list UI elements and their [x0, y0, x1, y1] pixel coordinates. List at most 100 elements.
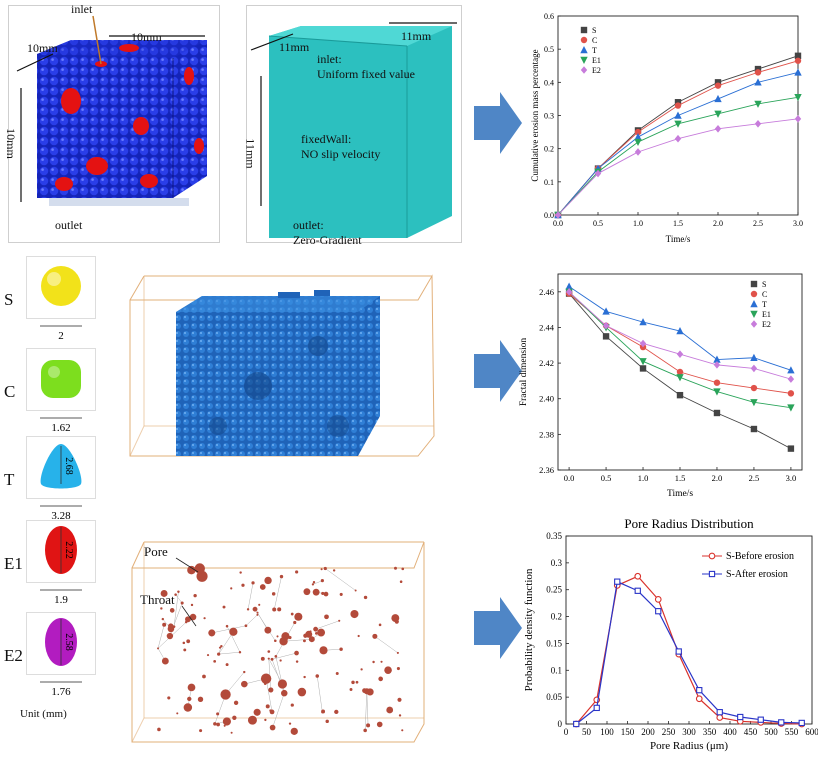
- pore-node: [232, 715, 237, 720]
- inlet-title: inlet:: [317, 52, 342, 66]
- pore-node: [176, 712, 179, 715]
- dim-z-label: 11mm: [401, 29, 432, 43]
- data-point: [714, 124, 722, 133]
- pore-node: [247, 715, 257, 725]
- pore-node: [396, 666, 400, 671]
- legend-label: S-Before erosion: [726, 551, 794, 562]
- pore-node: [161, 657, 169, 665]
- throat-link: [245, 614, 258, 626]
- legend-marker: [750, 320, 758, 328]
- pore-node: [324, 614, 329, 620]
- pore-node: [294, 612, 303, 621]
- data-point: [674, 134, 682, 143]
- pore-node: [313, 626, 319, 632]
- data-point: [573, 720, 580, 728]
- y-tick-label: 0.3: [551, 558, 563, 568]
- data-point: [713, 388, 721, 396]
- pore-node: [290, 703, 294, 707]
- data-point: [787, 375, 795, 383]
- data-point: [713, 379, 721, 386]
- dim-x-label: 10mm: [27, 41, 58, 55]
- pore-node: [183, 648, 187, 652]
- data-point: [634, 128, 642, 136]
- shape-highlight: [48, 366, 60, 378]
- pore-node: [277, 607, 282, 612]
- pore-node: [251, 581, 255, 585]
- outlet-label: outlet: [55, 218, 83, 232]
- pore-node: [303, 588, 311, 596]
- pore-node: [378, 676, 383, 682]
- pore-node: [334, 709, 339, 715]
- pore-node: [376, 721, 383, 728]
- pore-node: [187, 683, 196, 692]
- data-point: [634, 138, 642, 147]
- pore-node: [309, 630, 312, 633]
- pore-node: [290, 612, 294, 616]
- pore-node: [160, 590, 168, 597]
- pore-node: [166, 632, 174, 640]
- x-tick-label: 600: [805, 727, 818, 737]
- data-point: [634, 133, 642, 141]
- pore-node: [279, 659, 282, 662]
- pore-node: [363, 728, 367, 733]
- data-point: [654, 596, 662, 603]
- dim-line: [16, 53, 54, 72]
- x-tick-label: 350: [703, 727, 717, 737]
- dim-x-label: 11mm: [279, 40, 310, 54]
- pore-node: [267, 650, 271, 653]
- data-point: [737, 713, 744, 721]
- pore-node: [281, 632, 290, 641]
- pore-node: [351, 680, 355, 685]
- x-tick-label: 500: [764, 727, 778, 737]
- y-tick-label: 2.44: [539, 322, 555, 332]
- pore-node: [186, 639, 191, 644]
- shape-glyph: 3.28 2.68: [26, 436, 96, 522]
- pore-node: [267, 657, 270, 660]
- legend-marker: [750, 310, 758, 318]
- pore-node: [302, 639, 306, 643]
- pore-node: [202, 674, 206, 679]
- pore-node: [355, 680, 359, 684]
- data-point: [639, 365, 647, 372]
- series-line-e2: [557, 118, 799, 216]
- y-axis-label: Probability density function: [523, 568, 535, 691]
- pore-node: [384, 666, 392, 674]
- pore-node: [378, 623, 382, 627]
- legend-marker: [580, 66, 588, 74]
- data-point: [714, 110, 722, 118]
- data-point: [754, 119, 762, 128]
- pore-node: [372, 633, 378, 639]
- unit-label: Unit (mm): [20, 708, 67, 720]
- legend-marker: [750, 300, 758, 308]
- throat-link: [157, 624, 165, 649]
- plot-frame: [565, 535, 813, 725]
- data-point: [676, 368, 684, 376]
- x-tick-label: 450: [744, 727, 758, 737]
- x-tick-label: 1.5: [673, 219, 683, 228]
- pore-node: [363, 688, 370, 695]
- throat-link: [283, 638, 312, 642]
- pore-label: Pore: [144, 544, 168, 559]
- pore-node: [290, 727, 298, 735]
- pore-node: [323, 591, 329, 597]
- pore-node: [222, 605, 226, 609]
- throat-link: [312, 580, 323, 585]
- legend-label: S-After erosion: [726, 569, 788, 580]
- y-tick-label: 0.5: [544, 45, 554, 54]
- pore-node: [230, 587, 233, 590]
- y-tick-label: 0: [558, 719, 563, 729]
- pore-node: [189, 613, 197, 621]
- pore-node: [332, 569, 336, 572]
- data-point: [676, 391, 684, 399]
- data-point: [554, 211, 562, 219]
- throat-link: [175, 594, 183, 604]
- shape-letter: C: [4, 382, 16, 401]
- pore-node: [288, 722, 292, 725]
- shape-dim-label: 1.9: [54, 594, 68, 606]
- cfd-domain-panel: 11mm 11mm 11mm inlet: Uniform fixed valu…: [244, 5, 462, 247]
- pore-node: [264, 576, 272, 585]
- data-point: [787, 366, 795, 374]
- pore-node: [225, 663, 229, 667]
- pore-node: [260, 673, 272, 684]
- y-tick-label: 0.3: [544, 112, 554, 121]
